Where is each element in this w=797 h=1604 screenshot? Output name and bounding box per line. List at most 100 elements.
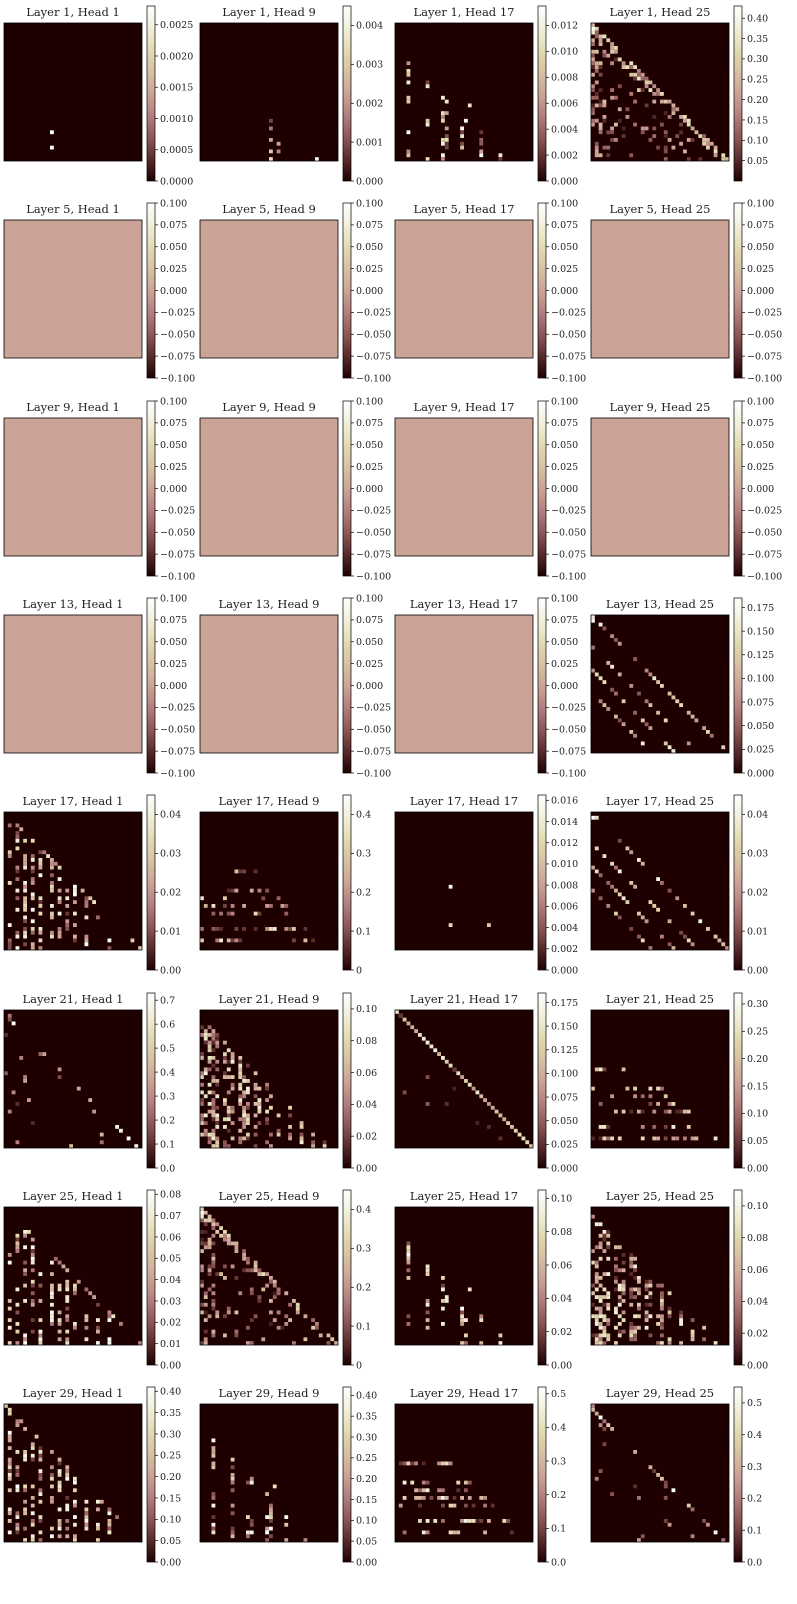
heatmap-cell [456, 1530, 461, 1535]
heatmap-cell [594, 49, 599, 54]
heatmap-cell [617, 1295, 622, 1299]
heatmap-cell [200, 1341, 204, 1345]
panel-title: Layer 1, Head 1 [26, 5, 120, 19]
heatmap-cell [223, 896, 227, 901]
heatmap-cell [57, 911, 62, 916]
heatmap-cell [200, 1283, 204, 1288]
colorbar [146, 597, 156, 774]
heatmap-cell [7, 938, 12, 943]
heatmap-cell [414, 1488, 418, 1493]
heatmap-cell [15, 1465, 20, 1470]
colorbar-tick-label: 0.000 [551, 681, 578, 692]
colorbar-tick-label: 0.175 [747, 603, 774, 614]
heatmap-cell [591, 615, 595, 619]
heatmap-cell [299, 1132, 304, 1137]
heatmap-cell [57, 1329, 62, 1334]
heatmap-cell [211, 1136, 216, 1141]
heatmap-cell [648, 1314, 653, 1319]
heatmap-cell [23, 1526, 27, 1531]
heatmap-image [395, 418, 533, 556]
heatmap-cell [421, 1036, 426, 1041]
heatmap-cell [223, 1276, 227, 1280]
heatmap-cell [246, 1268, 250, 1273]
heatmap-cell [30, 919, 35, 924]
heatmap-cell [679, 703, 683, 707]
heatmap-cell [706, 730, 710, 734]
heatmap-cell [223, 1125, 227, 1129]
heatmap-cell [92, 1295, 96, 1299]
heatmap-cell [50, 1534, 54, 1539]
heatmap-cell [606, 881, 611, 885]
heatmap-cell [34, 1434, 39, 1439]
heatmap-cell [7, 850, 12, 855]
heatmap-cell [30, 1237, 35, 1242]
heatmap-cell [50, 881, 54, 885]
heatmap-cell [460, 1318, 464, 1322]
heatmap-cell [621, 699, 626, 704]
heatmap-cell [15, 1233, 20, 1238]
panel-title: Layer 29, Head 9 [219, 1386, 320, 1400]
heatmap-cell [594, 1476, 599, 1481]
heatmap-cell [23, 896, 27, 901]
heatmap-cell [211, 1218, 216, 1223]
heatmap-cell [207, 1287, 212, 1292]
heatmap-cell [207, 1314, 212, 1319]
heatmap-cell [50, 1496, 54, 1500]
heatmap-cell [269, 1322, 273, 1326]
heatmap-cell [667, 1310, 672, 1315]
colorbar-tick-label: −0.075 [356, 549, 391, 560]
heatmap-cell [7, 1325, 12, 1330]
heatmap-cell [226, 1067, 231, 1072]
colorbar [146, 992, 156, 1169]
heatmap-cell [406, 69, 411, 73]
panel-title: Layer 25, Head 1 [23, 1189, 124, 1203]
heatmap-cell [207, 1264, 212, 1269]
heatmap-cell [594, 846, 599, 851]
heatmap-cell [242, 1125, 246, 1129]
colorbar [146, 1189, 156, 1366]
colorbar-tick-label: 0.02 [160, 1318, 181, 1329]
heatmap-cell [226, 1048, 231, 1053]
heatmap-cell [694, 718, 699, 723]
heatmap-cell [633, 733, 637, 738]
colorbar-tick-label: 0.050 [160, 637, 187, 648]
heatmap-cell [614, 46, 618, 50]
heatmap-cell [88, 1291, 93, 1296]
heatmap-cell [667, 1109, 672, 1114]
heatmap-panel: Layer 29, Head 90.000.050.100.150.200.25… [199, 1386, 377, 1568]
heatmap-cell [448, 884, 453, 889]
heatmap-cell [4, 1033, 8, 1037]
heatmap-cell [30, 854, 35, 858]
heatmap-cell [215, 1230, 220, 1234]
heatmap-cell [629, 72, 634, 77]
heatmap-cell [617, 641, 622, 646]
heatmap-image [4, 615, 142, 753]
heatmap-cell [644, 1325, 649, 1330]
heatmap-cell [4, 1404, 8, 1408]
colorbar-tick-label: 0.025 [551, 462, 578, 473]
heatmap-cell [50, 1450, 54, 1454]
heatmap-cell [23, 1484, 27, 1489]
heatmap-cell [30, 1253, 35, 1257]
heatmap-cell [23, 1230, 27, 1234]
heatmap-cell [88, 896, 93, 901]
heatmap-cell [487, 1125, 491, 1129]
heatmap-cell [230, 1476, 235, 1481]
heatmap-cell [591, 23, 595, 27]
heatmap-cell [713, 145, 718, 150]
heatmap-cell [591, 1136, 595, 1141]
heatmap-cell [15, 1450, 20, 1454]
heatmap-cell [23, 942, 27, 947]
panel-title: Layer 9, Head 9 [222, 400, 316, 414]
heatmap-cell [200, 1098, 204, 1102]
heatmap-cell [30, 892, 35, 897]
heatmap-cell [265, 1082, 269, 1087]
heatmap-cell [38, 858, 43, 862]
colorbar-tick-label: −0.025 [551, 308, 586, 319]
colorbar-tick-label: 0.025 [551, 1140, 578, 1151]
heatmap-cell [7, 946, 12, 950]
heatmap-cell [234, 869, 239, 874]
colorbar-tick-label: 0.025 [356, 659, 383, 670]
heatmap-cell [471, 1503, 476, 1508]
heatmap-cell [234, 927, 239, 931]
